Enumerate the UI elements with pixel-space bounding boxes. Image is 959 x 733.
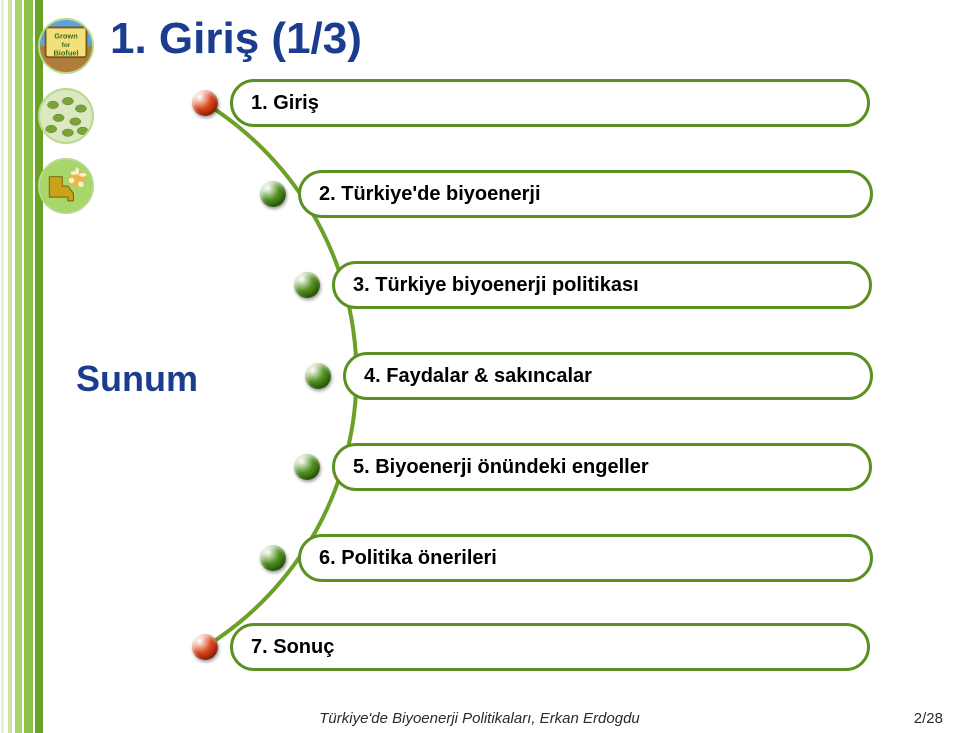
stripe	[24, 0, 33, 733]
agenda-item-label: 1. Giriş	[251, 92, 319, 115]
agenda-item-label: 6. Politika önerileri	[319, 547, 497, 570]
agenda-item-5: 5. Biyoenerji önündeki engeller	[332, 443, 872, 491]
agenda-item-7: 7. Sonuç	[230, 623, 870, 671]
agenda-item-1: 1. Giriş	[230, 79, 870, 127]
left-stripes	[0, 0, 43, 733]
agenda-item-label: 3. Türkiye biyoenerji politikası	[353, 274, 639, 297]
sidebar-thumb	[38, 158, 94, 214]
agenda-item-label: 7. Sonuç	[251, 636, 334, 659]
agenda-bullet	[305, 363, 331, 389]
agenda-item-4: 4. Faydalar & sakıncalar	[343, 352, 873, 400]
agenda-item-2: 2. Türkiye'de biyoenerji	[298, 170, 873, 218]
agenda-bullet	[192, 90, 218, 116]
agenda-item-3: 3. Türkiye biyoenerji politikası	[332, 261, 872, 309]
stripe	[15, 0, 22, 733]
agenda-bullet	[260, 545, 286, 571]
agenda-bullet	[294, 272, 320, 298]
agenda-item-label: 5. Biyoenerji önündeki engeller	[353, 456, 649, 479]
sidebar-thumb: GrownforBiofuel	[38, 18, 94, 74]
agenda-item-label: 2. Türkiye'de biyoenerji	[319, 183, 541, 206]
svg-text:Grown: Grown	[54, 32, 78, 41]
agenda-bullet	[260, 181, 286, 207]
svg-text:Biofuel: Biofuel	[53, 48, 78, 57]
agenda-item-label: 4. Faydalar & sakıncalar	[364, 365, 592, 388]
page-number: 2/28	[914, 710, 943, 727]
center-label: Sunum	[76, 358, 198, 400]
agenda-item-6: 6. Politika önerileri	[298, 534, 873, 582]
page-title: 1. Giriş (1/3)	[110, 14, 362, 64]
agenda-bullet	[294, 454, 320, 480]
agenda-bullet	[192, 634, 218, 660]
footer-text: Türkiye'de Biyoenerji Politikaları, Erka…	[0, 710, 959, 727]
sidebar-thumb	[38, 88, 94, 144]
